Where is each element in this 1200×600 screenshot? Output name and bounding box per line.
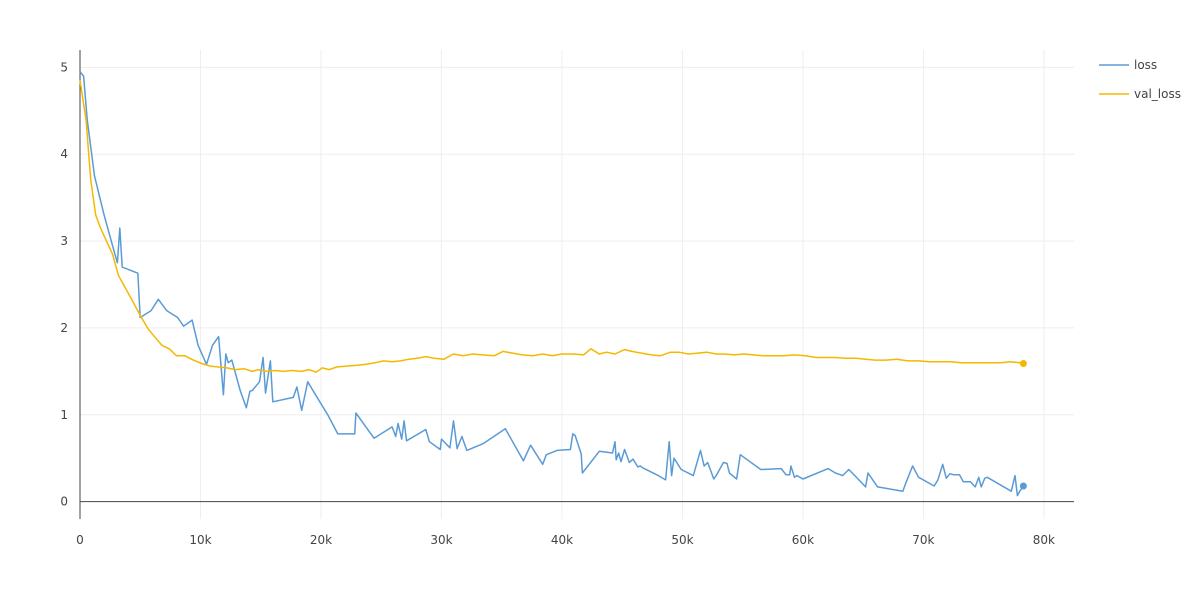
x-tick-label: 80k: [1033, 533, 1055, 547]
y-gridlines: [80, 66, 1074, 416]
y-tick-label: 1: [60, 408, 68, 422]
x-tick-label: 70k: [912, 533, 934, 547]
x-tick-label: 30k: [430, 533, 452, 547]
series-end-marker-val_loss: [1019, 360, 1027, 368]
x-tick-label: 10k: [189, 533, 211, 547]
y-tick-labels: 0 1 2 3 4 5: [60, 60, 68, 508]
x-tick-label: 40k: [551, 533, 573, 547]
legend-label-loss: loss: [1134, 58, 1157, 72]
x-tick-label: 0: [76, 533, 84, 547]
x-tick-label: 20k: [310, 533, 332, 547]
y-tick-label: 3: [60, 234, 68, 248]
x-tick-label: 50k: [671, 533, 693, 547]
y-tick-label: 4: [60, 147, 68, 161]
y-tick-label: 0: [60, 495, 68, 509]
x-tick-label: 60k: [792, 533, 814, 547]
legend-label-val_loss: val_loss: [1134, 87, 1181, 101]
series-end-marker-loss: [1019, 482, 1027, 490]
series-layer: [79, 71, 1027, 497]
series-line-loss: [79, 71, 1025, 497]
axes: [79, 50, 1074, 519]
y-tick-label: 5: [60, 60, 68, 74]
legend: loss val_loss: [1099, 58, 1181, 101]
x-gridlines: [199, 50, 1045, 519]
series-line-val_loss: [79, 80, 1024, 373]
y-tick-label: 2: [60, 321, 68, 335]
x-tick-labels: 0 10k 20k 30k 40k 50k 60k 70k 80k: [76, 533, 1055, 547]
